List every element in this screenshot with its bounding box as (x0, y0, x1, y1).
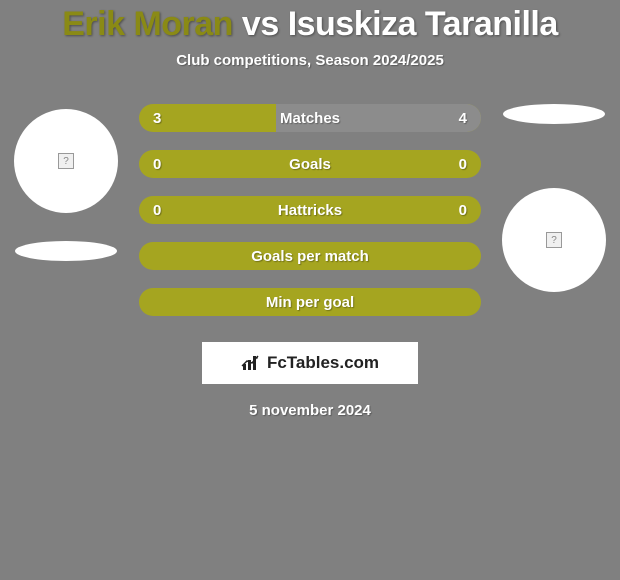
stat-bar-min-per-goal: Min per goal (139, 288, 481, 316)
player-b-avatar: ? (502, 188, 606, 292)
avatar-shadow (15, 241, 117, 261)
page-title: Erik Moran vs Isuskiza Taranilla (0, 5, 620, 44)
stat-bar-goals-per-match: Goals per match (139, 242, 481, 270)
brand-box[interactable]: FcTables.com (202, 342, 418, 384)
player-a-avatar: ? (14, 109, 118, 213)
avatar-placeholder-icon: ? (58, 153, 74, 169)
player-a-avatar-col: ? (11, 104, 121, 261)
stat-label: Hattricks (278, 202, 342, 219)
stat-label: Goals (289, 156, 331, 173)
avatar-shadow (503, 104, 605, 124)
player-b-avatar-col: ? (499, 104, 609, 320)
main-row: ? 3 Matches 4 0 Goals 0 0 Hattricks 0 (0, 104, 620, 320)
stat-left-value: 3 (153, 110, 161, 127)
comparison-card: Erik Moran vs Isuskiza Taranilla Club co… (0, 0, 620, 419)
stat-left-value: 0 (153, 156, 161, 173)
stat-right-value: 0 (459, 202, 467, 219)
brand-text: FcTables.com (267, 353, 379, 373)
stat-bar-goals: 0 Goals 0 (139, 150, 481, 178)
player-a-name: Erik Moran (62, 5, 233, 43)
stat-right-value: 0 (459, 156, 467, 173)
date-line: 5 november 2024 (0, 402, 620, 419)
stats-column: 3 Matches 4 0 Goals 0 0 Hattricks 0 Goal… (139, 104, 481, 316)
player-b-name: Isuskiza Taranilla (288, 5, 558, 43)
stat-label: Goals per match (251, 248, 369, 265)
stat-label: Min per goal (266, 294, 354, 311)
stat-right-value: 4 (459, 110, 467, 127)
stat-bar-hattricks: 0 Hattricks 0 (139, 196, 481, 224)
subtitle: Club competitions, Season 2024/2025 (0, 52, 620, 69)
chart-icon (241, 354, 263, 372)
stat-label: Matches (280, 110, 340, 127)
stat-bar-matches: 3 Matches 4 (139, 104, 481, 132)
stat-left-value: 0 (153, 202, 161, 219)
avatar-placeholder-icon: ? (546, 232, 562, 248)
vs-text: vs (242, 5, 279, 43)
